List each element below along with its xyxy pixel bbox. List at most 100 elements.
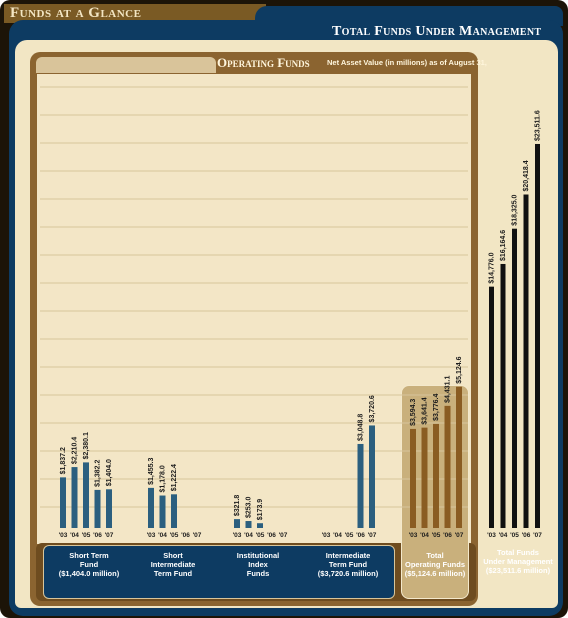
bar — [94, 489, 101, 528]
year-tick-label: '04 — [158, 532, 167, 539]
year-tick-label: '06 — [356, 532, 365, 539]
fund-group-label-line: Operating Funds — [405, 560, 465, 569]
year-tick-label: '04 — [244, 532, 253, 539]
bar — [171, 494, 177, 528]
year-tick-label: '06 — [443, 532, 452, 539]
bar-value-label: $173.9 — [257, 499, 264, 521]
year-tick-label: '07 — [455, 532, 464, 539]
bar-value-label: $1,837.2 — [60, 447, 67, 474]
fund-group-label: Short Term Fund ($1,404.0 million) — [50, 551, 128, 578]
bar — [245, 521, 252, 528]
bar-value-label: $1,404.0 — [106, 459, 113, 486]
year-tick-label: '05 — [170, 532, 179, 539]
fund-group-label-line: Short — [163, 551, 183, 560]
fund-group-label-line: Total — [426, 551, 444, 560]
year-tick-label: '07 — [368, 532, 377, 539]
bar — [500, 263, 506, 528]
bar — [456, 386, 462, 528]
total-funds-title: Total Funds Under Management — [332, 24, 542, 39]
bar-value-label: $2,210.4 — [72, 437, 79, 464]
year-tick-label: '03 — [233, 532, 242, 539]
year-tick-label: '04 — [420, 532, 429, 539]
year-tick-label: '07 — [193, 532, 202, 539]
bar — [257, 523, 263, 528]
year-tick-label: '03 — [487, 532, 496, 539]
bar-value-label: $3,048.8 — [358, 414, 365, 441]
fund-group-label-line: Intermediate — [325, 551, 371, 560]
bar-value-label: $2,380.1 — [83, 432, 90, 459]
bar — [148, 487, 154, 528]
year-tick-label: '07 — [105, 532, 114, 539]
fund-group-label-line: ($5,124.6 million) — [404, 569, 466, 578]
fund-group-label: Intermediate Term Fund ($3,720.6 million) — [305, 551, 391, 578]
fund-group-label-line: Index — [248, 560, 268, 569]
bar — [369, 425, 375, 528]
fund-group-label-line: Total Funds — [497, 548, 539, 557]
bar-value-label: $1,382.2 — [95, 460, 102, 487]
operating-funds-subtitle: Net Asset Value (in millions) as of Augu… — [327, 58, 487, 67]
year-tick-label: '05 — [432, 532, 441, 539]
fund-group-label-line: Intermediate — [150, 560, 196, 569]
bar — [433, 423, 439, 528]
bar-value-label: $1,222.4 — [171, 464, 178, 491]
bar — [60, 477, 66, 528]
fund-group-label: Total Operating Funds ($5,124.6 million) — [401, 551, 469, 578]
year-tick-label: '03 — [59, 532, 68, 539]
operating-chart-area — [37, 74, 471, 544]
bar-value-label: $1,455.3 — [148, 458, 155, 485]
year-tick-label: '06 — [267, 532, 276, 539]
fund-group-label-line: Institutional — [236, 551, 280, 560]
bar — [489, 286, 494, 528]
year-tick-label: '07 — [533, 532, 542, 539]
bar-value-label: $3,594.3 — [410, 399, 417, 426]
bar — [234, 519, 240, 528]
fund-group-label-line: Under Management — [483, 557, 553, 566]
bar — [512, 228, 517, 529]
year-tick-label: '03 — [147, 532, 156, 539]
year-tick-label: '05 — [510, 532, 519, 539]
year-tick-label: '04 — [70, 532, 79, 539]
bar — [410, 428, 416, 528]
bar-value-label: $321.8 — [234, 495, 241, 517]
bar-value-label: $4,431.1 — [445, 376, 452, 403]
bar-value-label: $23,511.6 — [535, 110, 542, 141]
fund-group-label-line: Fund — [79, 560, 99, 569]
fund-labels-panel — [43, 545, 395, 599]
bar-value-label: $253.0 — [246, 497, 253, 519]
bar-value-label: $5,124.6 — [456, 356, 463, 383]
bar — [523, 194, 529, 529]
fund-group-label-line: ($23,511.6 million) — [485, 566, 551, 575]
bar-value-label: $20,418.4 — [523, 160, 530, 191]
bar-value-label: $1,178.0 — [160, 465, 167, 492]
year-tick-label: '05 — [345, 532, 354, 539]
year-tick-label: '07 — [279, 532, 288, 539]
bar — [535, 143, 540, 528]
year-tick-label: '04 — [499, 532, 508, 539]
fund-group-label: Institutional Index Funds — [218, 551, 298, 578]
fund-group-label-line: Short Term — [69, 551, 109, 560]
bar — [421, 427, 428, 528]
fund-group-label: Total Funds Under Management ($23,511.6 mi… — [478, 548, 558, 575]
year-tick-label: '06 — [522, 532, 531, 539]
fund-group-label: Short Intermediate Term Fund — [134, 551, 212, 578]
year-tick-label: '05 — [256, 532, 265, 539]
year-tick-label: '05 — [82, 532, 91, 539]
fund-group-label-line: ($1,404.0 million) — [58, 569, 120, 578]
bar — [357, 443, 364, 528]
bar-value-label: $3,720.6 — [369, 395, 376, 422]
year-tick-label: '04 — [333, 532, 342, 539]
bar — [444, 405, 451, 528]
fund-group-label-line: Term Fund — [153, 569, 193, 578]
operating-funds-title: Operating Funds — [217, 55, 310, 70]
fund-group-label-line: Term Fund — [328, 560, 368, 569]
header-tab — [4, 4, 266, 23]
bar — [71, 467, 78, 528]
year-tick-label: '03 — [409, 532, 418, 539]
year-tick-label: '06 — [181, 532, 190, 539]
bar-value-label: $16,164.6 — [500, 230, 507, 261]
bar-value-label: $3,776.4 — [433, 394, 440, 421]
year-tick-label: '03 — [322, 532, 331, 539]
fund-group-label-line: Funds — [246, 569, 270, 578]
year-tick-label: '06 — [93, 532, 102, 539]
